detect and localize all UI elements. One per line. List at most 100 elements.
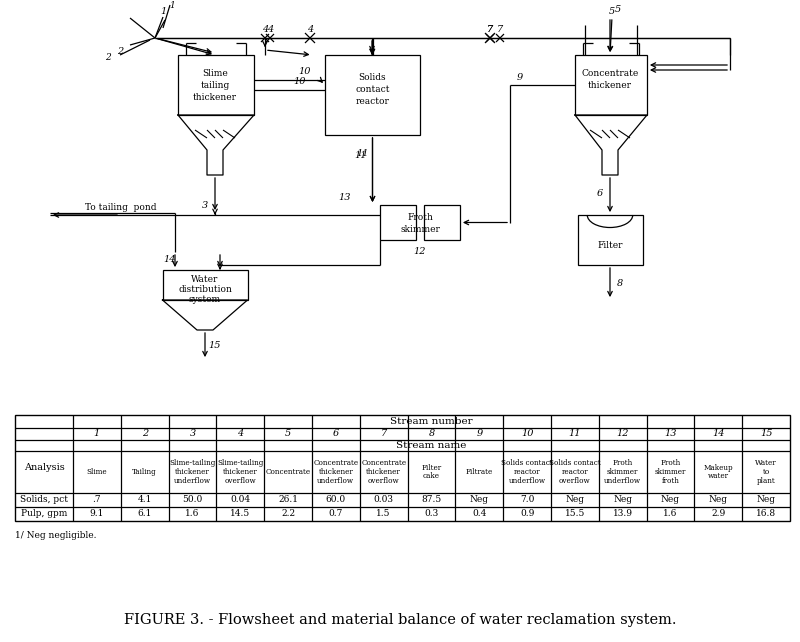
Text: underflow: underflow — [318, 477, 354, 485]
Text: tailing: tailing — [200, 80, 230, 89]
Text: thickener: thickener — [193, 92, 237, 101]
Text: 4: 4 — [307, 26, 313, 35]
Text: Concentrate: Concentrate — [266, 468, 310, 476]
Text: 0.4: 0.4 — [472, 510, 486, 519]
Text: Solids: Solids — [358, 73, 386, 82]
Text: Slime-tailing: Slime-tailing — [217, 459, 263, 467]
Text: 7: 7 — [487, 24, 493, 33]
Text: 2: 2 — [105, 53, 111, 62]
Text: Froth: Froth — [660, 459, 681, 467]
Text: Neg: Neg — [709, 496, 728, 505]
Text: 8: 8 — [428, 429, 434, 438]
Text: 8: 8 — [617, 279, 623, 288]
Text: 1.5: 1.5 — [377, 510, 391, 519]
Text: underflow: underflow — [174, 477, 211, 485]
Text: 0.03: 0.03 — [374, 496, 394, 505]
Text: 4: 4 — [262, 24, 268, 33]
Text: 11: 11 — [569, 429, 581, 438]
Text: reactor: reactor — [562, 468, 588, 476]
Bar — [325, 55, 420, 135]
Text: 5: 5 — [609, 8, 615, 17]
Text: 1: 1 — [160, 8, 166, 17]
Text: thickener: thickener — [223, 468, 258, 476]
Text: reactor: reactor — [355, 96, 390, 105]
Text: 11: 11 — [354, 150, 366, 159]
Text: 60.0: 60.0 — [326, 496, 346, 505]
Text: Concentrate: Concentrate — [582, 69, 638, 78]
Text: 0.04: 0.04 — [230, 496, 250, 505]
Text: 14.5: 14.5 — [230, 510, 250, 519]
Text: 7: 7 — [497, 24, 503, 33]
Text: Concentrate: Concentrate — [361, 459, 406, 467]
Text: Stream name: Stream name — [396, 441, 466, 450]
Text: skimmer: skimmer — [655, 468, 686, 476]
Text: 10: 10 — [294, 76, 306, 85]
Text: 0.7: 0.7 — [329, 510, 343, 519]
Text: 15.5: 15.5 — [565, 510, 585, 519]
Text: 14: 14 — [164, 256, 176, 265]
Text: Slime: Slime — [86, 468, 107, 476]
Text: Neg: Neg — [613, 496, 632, 505]
Text: 7.0: 7.0 — [520, 496, 534, 505]
Text: 2: 2 — [117, 48, 123, 56]
Text: 10: 10 — [521, 429, 534, 438]
Text: Filter: Filter — [598, 241, 622, 250]
Text: distribution: distribution — [178, 286, 232, 295]
Text: Solids contact: Solids contact — [502, 459, 553, 467]
Text: 0.3: 0.3 — [424, 510, 438, 519]
Text: froth: froth — [662, 477, 679, 485]
Text: Neg: Neg — [757, 496, 775, 505]
Text: 50.0: 50.0 — [182, 496, 202, 505]
Text: 6: 6 — [597, 189, 603, 198]
Text: 13: 13 — [664, 429, 677, 438]
Text: underflow: underflow — [509, 477, 546, 485]
Text: 3: 3 — [202, 200, 208, 209]
Bar — [578, 215, 642, 265]
Text: Makeup: Makeup — [703, 464, 733, 471]
Text: 26.1: 26.1 — [278, 496, 298, 505]
Text: contact: contact — [355, 85, 390, 94]
Text: 1.6: 1.6 — [663, 510, 678, 519]
Text: overflow: overflow — [559, 477, 590, 485]
Text: skimmer: skimmer — [400, 225, 440, 234]
Text: system: system — [189, 295, 221, 304]
Text: Slime-tailing: Slime-tailing — [170, 459, 216, 467]
Text: Filtrate: Filtrate — [466, 468, 493, 476]
Text: thickener: thickener — [366, 468, 401, 476]
Text: cake: cake — [423, 473, 440, 480]
Text: overflow: overflow — [225, 477, 256, 485]
Text: 6: 6 — [333, 429, 339, 438]
Text: 7: 7 — [487, 26, 493, 35]
Bar — [424, 205, 460, 240]
Text: 5: 5 — [615, 6, 621, 15]
Bar — [162, 270, 247, 300]
Text: 12: 12 — [617, 429, 629, 438]
Text: water: water — [708, 473, 729, 480]
Text: 15: 15 — [209, 340, 222, 349]
Text: 13.9: 13.9 — [613, 510, 633, 519]
Text: to: to — [762, 468, 770, 476]
Text: 6.1: 6.1 — [138, 510, 152, 519]
Text: 10: 10 — [298, 67, 311, 76]
Text: 0.9: 0.9 — [520, 510, 534, 519]
Text: 2.9: 2.9 — [711, 510, 726, 519]
Text: 2.2: 2.2 — [281, 510, 295, 519]
Text: Solids, pct: Solids, pct — [20, 496, 68, 505]
Text: Water: Water — [755, 459, 777, 467]
Text: To tailing  pond: To tailing pond — [85, 204, 157, 213]
Text: 1: 1 — [169, 1, 175, 10]
Text: 1.6: 1.6 — [186, 510, 200, 519]
Bar — [380, 205, 416, 240]
Bar — [15, 415, 790, 521]
Text: 9: 9 — [476, 429, 482, 438]
Text: underflow: underflow — [604, 477, 642, 485]
Text: 11: 11 — [356, 148, 369, 157]
Text: 12: 12 — [414, 248, 426, 257]
Text: Slime: Slime — [202, 69, 228, 78]
Text: thickener: thickener — [588, 80, 632, 89]
Text: 1: 1 — [94, 429, 100, 438]
Text: 4: 4 — [237, 429, 243, 438]
Text: Concentrate: Concentrate — [314, 459, 358, 467]
Text: Froth: Froth — [407, 213, 433, 221]
Text: overflow: overflow — [368, 477, 399, 485]
